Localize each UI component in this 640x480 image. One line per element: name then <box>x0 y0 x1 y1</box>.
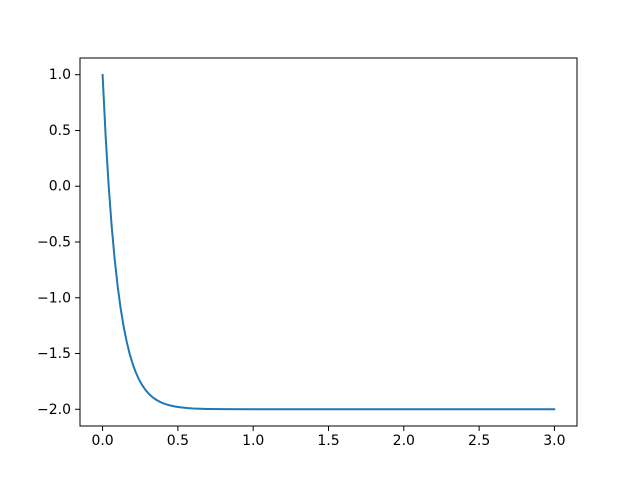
x-tick-label: 0.0 <box>91 433 113 449</box>
plot-area <box>79 57 578 427</box>
x-tick-label: 2.5 <box>468 433 490 449</box>
y-tick-label: 0.0 <box>49 179 71 195</box>
y-tick-label: −1.0 <box>37 290 71 306</box>
x-tick-label: 3.0 <box>543 433 565 449</box>
y-tick-label: −0.5 <box>37 235 71 251</box>
x-tick-label: 0.5 <box>167 433 189 449</box>
x-tick-label: 2.0 <box>393 433 415 449</box>
x-tick-label: 1.0 <box>242 433 264 449</box>
y-tick-label: −1.5 <box>37 346 71 362</box>
x-tick-label: 1.5 <box>317 433 339 449</box>
exponential-decay-line <box>101 73 556 411</box>
y-tick-label: 1.0 <box>49 67 71 83</box>
y-tick-label: −2.0 <box>37 402 71 418</box>
y-tick-label: 0.5 <box>49 123 71 139</box>
